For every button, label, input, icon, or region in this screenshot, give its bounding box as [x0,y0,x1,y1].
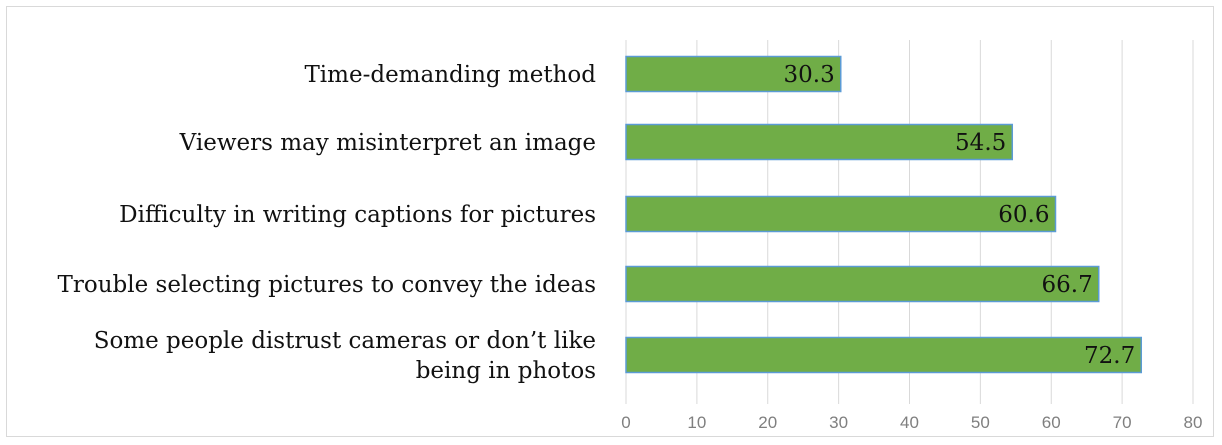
data-label-3: 60.6 [998,202,1049,228]
category-label-3: Difficulty in writing captions for pictu… [119,202,596,228]
bar-1 [625,55,842,93]
x-tick-label-50: 50 [971,413,990,432]
x-tick-label-10: 10 [687,413,706,432]
category-label-2: Viewers may misinterpret an image [179,130,596,156]
x-axis: 0 10 20 30 40 50 60 70 80 [621,413,1202,432]
x-tick-label-80: 80 [1184,413,1203,432]
x-tick-label-20: 20 [758,413,777,432]
x-tick-label-0: 0 [621,413,630,432]
x-tick-label-60: 60 [1042,413,1061,432]
data-label-5: 72.7 [1084,343,1135,369]
category-label-5-line-1: Some people distrust cameras or don’t li… [94,328,596,354]
bars [625,55,1143,374]
x-tick-label-30: 30 [829,413,848,432]
category-label-4: Trouble selecting pictures to convey the… [58,272,596,298]
bar-5 [625,336,1143,374]
x-tick-label-70: 70 [1113,413,1132,432]
bar-4 [625,265,1100,303]
category-label-5-line-2: being in photos [416,358,596,384]
bar-3 [625,195,1057,233]
data-label-4: 66.7 [1042,272,1093,298]
category-label-1: Time-demanding method [304,62,596,88]
category-labels: Time-demanding method Viewers may misinte… [58,62,597,384]
x-tick-label-40: 40 [900,413,919,432]
data-label-2: 54.5 [955,130,1006,156]
data-label-1: 30.3 [784,62,835,88]
bar-2 [625,123,1014,161]
data-labels: 30.3 54.5 60.6 66.7 72.7 [784,62,1136,369]
